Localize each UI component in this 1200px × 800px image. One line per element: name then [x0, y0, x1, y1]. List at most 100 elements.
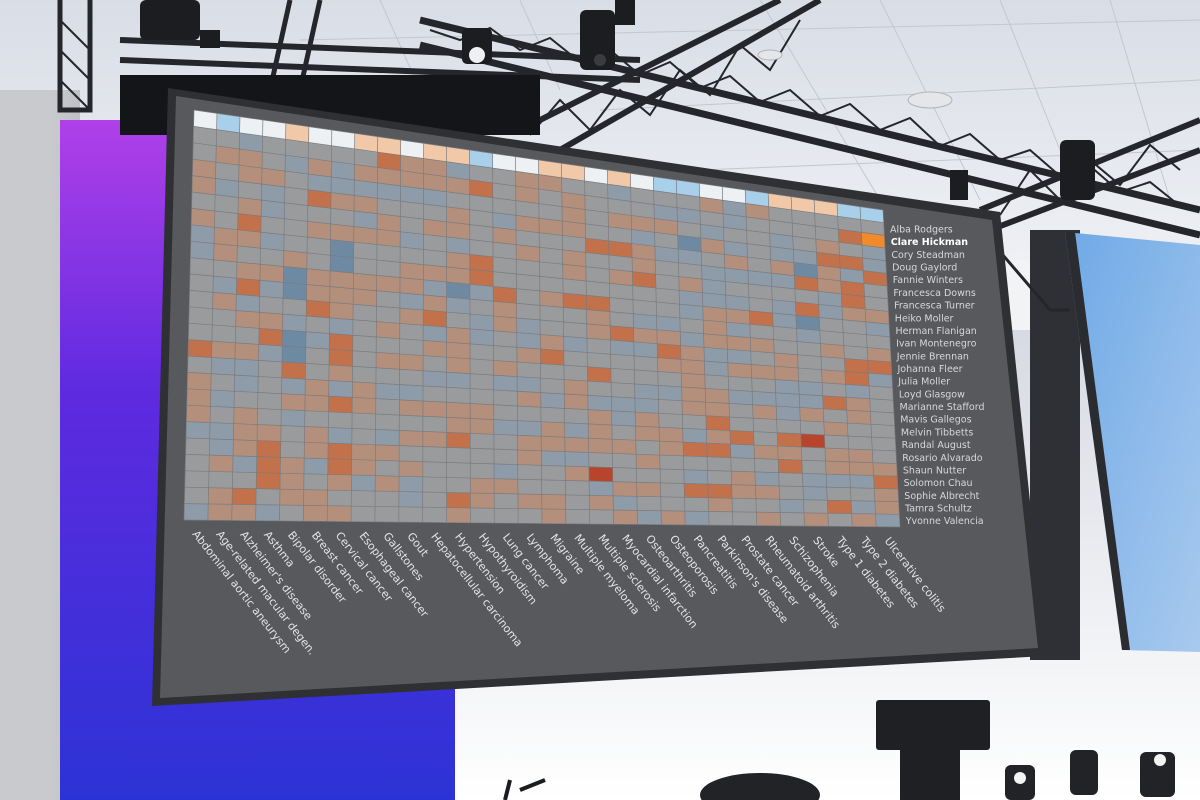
heatmap-cell	[377, 152, 401, 171]
heatmap-cell	[843, 332, 868, 348]
grid-line	[398, 139, 402, 523]
heatmap-cell	[850, 487, 875, 502]
heatmap-cell	[732, 511, 757, 526]
heatmap-cell	[493, 271, 517, 289]
heatmap-cell	[280, 425, 305, 443]
heatmap-cell	[470, 493, 495, 509]
heatmap-cell	[658, 399, 683, 415]
heatmap-cell	[306, 300, 330, 318]
heatmap-cell	[353, 257, 377, 276]
heatmap-cell	[422, 492, 447, 508]
heatmap-cell	[562, 264, 587, 281]
heatmap-cell	[846, 397, 871, 412]
heatmap-cell	[192, 175, 216, 195]
heatmap-cell	[307, 237, 331, 256]
grid-line	[374, 136, 379, 522]
heatmap-cell	[376, 290, 400, 309]
grid-line	[279, 123, 287, 521]
heatmap-cell	[841, 293, 866, 310]
heatmap-cell	[849, 461, 874, 476]
grid-line	[185, 470, 898, 490]
heatmap-cell	[494, 508, 519, 524]
heatmap-cell	[208, 487, 233, 505]
heatmap-cell	[800, 433, 825, 448]
heatmap-cell	[842, 319, 867, 335]
heatmap-cell	[493, 360, 518, 377]
heatmap-cell	[539, 261, 563, 279]
heatmap-cell	[797, 354, 822, 370]
heatmap-cell	[683, 442, 708, 457]
heatmap-cell	[211, 324, 236, 343]
heatmap-cell	[235, 326, 260, 345]
heatmap-cell	[188, 339, 212, 358]
heatmap-cell	[584, 166, 608, 185]
heatmap-cell	[307, 221, 331, 240]
heatmap-cell	[589, 495, 614, 510]
heatmap-cell	[233, 423, 258, 441]
heatmap-cell	[446, 236, 470, 255]
heatmap-cell	[446, 297, 470, 314]
heatmap-cell	[375, 460, 400, 477]
heatmap-cell	[564, 379, 588, 396]
heatmap-cell	[399, 430, 423, 447]
grid-line	[187, 372, 894, 414]
heatmap-cell	[749, 324, 774, 340]
heatmap-cell	[539, 290, 564, 308]
heatmap-cell	[281, 377, 306, 395]
heatmap-cell	[589, 481, 614, 496]
heatmap-cell	[257, 376, 282, 394]
heatmap-cell	[209, 422, 234, 440]
heatmap-cell	[328, 364, 353, 382]
heatmap-cell	[636, 496, 661, 511]
heatmap-cell	[728, 376, 753, 392]
podium-monitor	[876, 700, 990, 750]
heatmap-cell	[588, 409, 612, 425]
heatmap-cell	[612, 467, 637, 483]
row-label-person: Clare Hickman	[891, 237, 969, 248]
heatmap-cell	[399, 323, 424, 341]
heatmap-cell	[261, 168, 286, 187]
heatmap-cell	[874, 488, 899, 502]
heatmap-cell	[211, 357, 235, 376]
heatmap-cell	[824, 434, 849, 449]
heatmap-cell	[375, 367, 400, 385]
heatmap-cell	[682, 428, 707, 444]
heatmap-cell	[726, 322, 751, 338]
heatmap-cell	[399, 369, 424, 386]
heatmap-cell	[794, 288, 819, 305]
heatmap-cell	[769, 233, 794, 250]
heatmap-cell	[446, 206, 470, 225]
heatmap-cell	[729, 430, 754, 446]
heatmap-cell	[493, 449, 518, 465]
heatmap-cell	[586, 323, 611, 340]
heatmap-cell	[236, 278, 260, 297]
heatmap-cell	[837, 203, 861, 220]
heatmap-cell	[655, 260, 679, 277]
heatmap-cell	[752, 391, 777, 407]
heatmap-cell	[284, 186, 308, 206]
heatmap-cell	[653, 190, 677, 208]
heatmap-cell	[728, 389, 753, 405]
heatmap-cell	[634, 355, 658, 372]
heatmap-cell	[678, 249, 702, 266]
heatmap-cell	[635, 426, 660, 442]
heatmap-cell	[848, 436, 873, 450]
heatmap-cell	[211, 341, 236, 359]
heatmap-cell	[632, 257, 656, 275]
heatmap-cell	[376, 259, 401, 278]
heatmap-cell	[609, 311, 634, 328]
heatmap-cell	[754, 471, 780, 486]
heatmap-cell	[331, 161, 355, 180]
heatmap-cell	[283, 250, 308, 269]
heatmap-cell	[633, 327, 658, 344]
heatmap-cell	[564, 422, 589, 439]
heatmap-cell	[682, 414, 707, 430]
heatmap-cell	[190, 257, 214, 277]
heatmap-cell	[304, 410, 329, 428]
heatmap-cell	[215, 162, 239, 182]
heatmap-cell	[470, 448, 494, 464]
heatmap-cell	[517, 479, 542, 495]
heatmap-cell	[565, 494, 590, 510]
grid-line	[190, 257, 890, 325]
